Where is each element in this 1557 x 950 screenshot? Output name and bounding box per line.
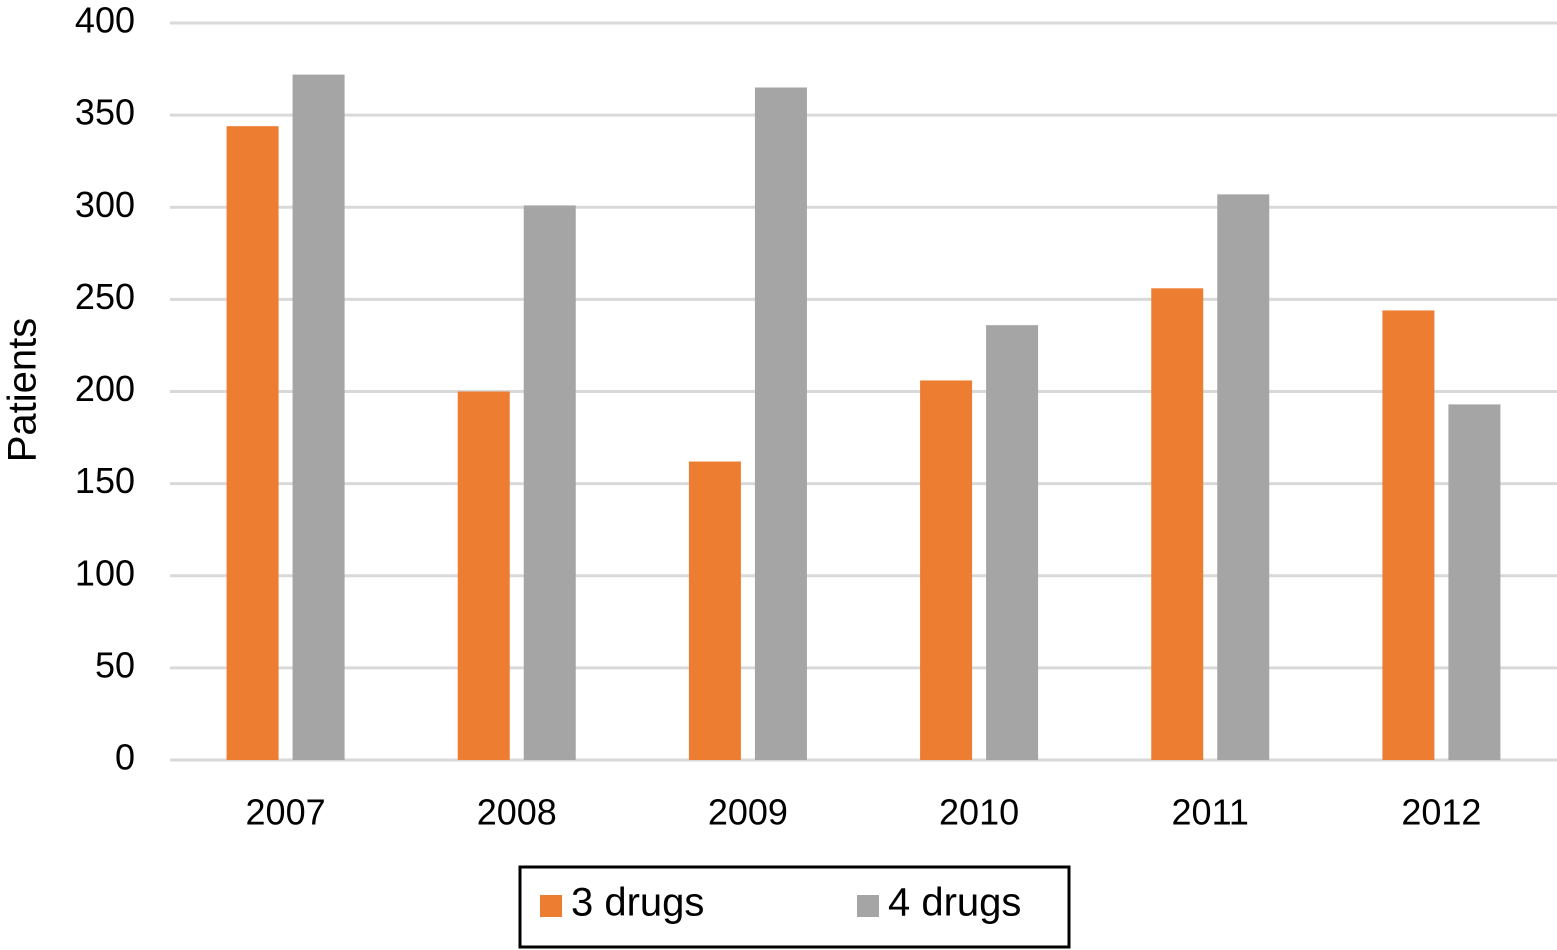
x-tick-label: 2009 <box>708 792 788 833</box>
legend-label: 4 drugs <box>888 881 1021 925</box>
bar <box>688 461 741 760</box>
y-tick-label: 50 <box>95 644 135 685</box>
y-tick-label: 0 <box>115 737 135 778</box>
legend-label: 3 drugs <box>571 881 704 925</box>
bar <box>457 391 510 760</box>
legend-swatch <box>540 895 562 917</box>
y-tick-label: 250 <box>75 276 135 317</box>
bar <box>1382 310 1435 760</box>
bar <box>754 87 807 761</box>
legend-swatch <box>857 895 879 917</box>
bar <box>1448 404 1501 760</box>
x-tick-label: 2011 <box>1172 792 1249 833</box>
bar <box>226 126 279 761</box>
bar <box>986 325 1039 760</box>
y-tick-label: 150 <box>75 460 135 501</box>
y-tick-label: 300 <box>75 184 135 225</box>
x-tick-label: 2008 <box>477 792 557 833</box>
x-tick-label: 2012 <box>1401 792 1481 833</box>
y-tick-label: 200 <box>75 368 135 409</box>
bar <box>1217 194 1270 761</box>
y-axis-label: Patients <box>1 318 45 463</box>
bar <box>292 74 345 761</box>
x-tick-label: 2010 <box>939 792 1019 833</box>
bar <box>523 205 576 761</box>
y-tick-label: 350 <box>75 92 135 133</box>
y-tick-label: 100 <box>75 552 135 593</box>
bar <box>1151 288 1204 760</box>
x-tick-label: 2007 <box>246 792 326 833</box>
legend-box <box>518 865 1071 949</box>
y-tick-label: 400 <box>75 0 135 41</box>
bar <box>920 380 973 760</box>
